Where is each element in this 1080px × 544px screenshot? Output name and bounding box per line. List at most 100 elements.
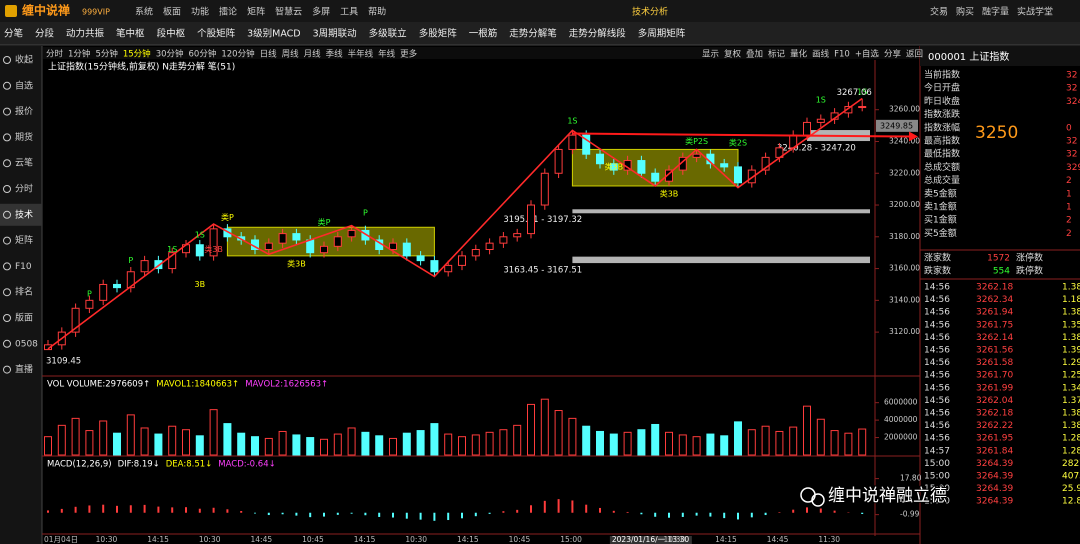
- stat-value: 1: [1066, 203, 1072, 213]
- volume-bar: [568, 417, 577, 456]
- period-tab[interactable]: 年线: [378, 49, 396, 60]
- tool-button[interactable]: 量化: [790, 49, 808, 60]
- tick-volume: 1.28: [1062, 446, 1080, 456]
- tick-time: 15:00: [924, 497, 950, 507]
- toolbar-button[interactable]: 笔中枢: [116, 28, 145, 40]
- period-tab[interactable]: 30分钟: [156, 49, 184, 60]
- period-tab[interactable]: 5分钟: [95, 49, 117, 60]
- x-label-highlight: [609, 536, 692, 544]
- toolbar-button[interactable]: 3级别MACD: [247, 28, 301, 40]
- period-tab[interactable]: 日线: [260, 49, 278, 60]
- candle-body: [444, 264, 453, 273]
- volume-bar: [458, 436, 466, 456]
- tool-button[interactable]: 分享: [884, 49, 902, 60]
- signal-label: 类3B: [660, 188, 679, 198]
- toolbar-button[interactable]: 分段: [35, 28, 55, 40]
- menu-item[interactable]: 实战学堂: [1017, 6, 1053, 18]
- toolbar-button[interactable]: 动力共振: [66, 28, 105, 40]
- toolbar-button[interactable]: 段中枢: [157, 28, 186, 40]
- toolbar-button[interactable]: 走势分解线段: [569, 28, 627, 40]
- stat-label: 卖5金额: [924, 187, 957, 199]
- target-annotation: 3250: [975, 123, 1018, 143]
- menu-item[interactable]: 融字量: [982, 6, 1009, 18]
- sidebar-item[interactable]: F10: [15, 262, 32, 272]
- x-tick-label: 01月04日: [44, 535, 78, 544]
- period-tab[interactable]: 半年线: [348, 49, 374, 60]
- period-tab[interactable]: 15分钟: [123, 49, 151, 60]
- tick-time: 14:56: [924, 320, 950, 330]
- menu-item[interactable]: 购买: [956, 6, 974, 18]
- signal-label: 1S: [816, 96, 826, 105]
- tool-button[interactable]: 返回: [906, 49, 923, 60]
- sidebar-item[interactable]: 自选: [15, 79, 33, 91]
- toolbar-button[interactable]: 多级联立: [369, 28, 407, 40]
- toolbar-button[interactable]: 一根筋: [469, 28, 498, 40]
- period-tab[interactable]: 120分钟: [221, 49, 254, 60]
- sidebar-item[interactable]: 期货: [15, 131, 33, 143]
- volume-bar: [540, 398, 549, 456]
- sidebar-item[interactable]: 直播: [15, 363, 33, 375]
- candle-body: [665, 169, 673, 182]
- sidebar-item[interactable]: 报价: [15, 105, 33, 117]
- sidebar-item[interactable]: 版面: [15, 312, 33, 324]
- tool-button[interactable]: 复权: [724, 49, 742, 60]
- menu-item[interactable]: 帮助: [368, 6, 386, 18]
- candle-body: [71, 307, 80, 333]
- arrow-head: [909, 131, 918, 142]
- menu-item[interactable]: 矩阵: [247, 6, 265, 18]
- tool-button[interactable]: 标记: [768, 49, 786, 60]
- sidebar-item[interactable]: 0508: [15, 339, 38, 349]
- x-tick-label: 14:15: [715, 535, 737, 544]
- tool-button[interactable]: +自选: [855, 49, 880, 60]
- tick-volume: 1.34: [1062, 383, 1080, 393]
- toolbar-button[interactable]: 分笔: [4, 28, 23, 40]
- signal-label: 3B: [195, 280, 206, 289]
- period-tab[interactable]: 1分钟: [68, 49, 90, 60]
- volume-bar: [651, 423, 660, 456]
- low-label: 3109.45: [46, 356, 81, 366]
- x-tick-label: 10:30: [96, 535, 118, 544]
- toolbar-button[interactable]: 多周期矩阵: [638, 28, 686, 40]
- menu-item[interactable]: 功能: [191, 6, 209, 18]
- tick-volume: 1.38: [1062, 308, 1080, 318]
- toolbar-button[interactable]: 走势分解笔: [509, 28, 557, 40]
- tool-button[interactable]: 叠加: [746, 49, 763, 60]
- period-tab[interactable]: 周线: [282, 49, 300, 60]
- sidebar-icon: [3, 210, 11, 219]
- sidebar-item[interactable]: 收起: [15, 54, 33, 66]
- menu-item[interactable]: 系统: [135, 6, 153, 18]
- period-tab[interactable]: 60分钟: [189, 49, 217, 60]
- toolbar-button[interactable]: 个股矩阵: [197, 28, 236, 40]
- toolbar-button[interactable]: 3周期联动: [313, 29, 357, 40]
- menu-item[interactable]: 交易: [930, 6, 948, 18]
- tick-price: 3262.18: [976, 283, 1013, 293]
- period-tab[interactable]: 分时: [46, 49, 64, 60]
- tool-button[interactable]: 画线: [812, 49, 830, 60]
- sidebar-item[interactable]: 技术: [15, 208, 33, 220]
- menu-item[interactable]: 多屏: [312, 6, 330, 18]
- menu-item[interactable]: 擂论: [219, 6, 237, 18]
- watermark: 缠中说禅融立德: [828, 486, 947, 506]
- breadth-label: 跌家数: [924, 265, 951, 277]
- level-label: 3240.28 - 3247.20: [777, 144, 856, 154]
- period-tab[interactable]: 月线: [304, 49, 322, 60]
- tool-button[interactable]: 显示: [702, 50, 719, 60]
- volume-bar: [195, 435, 204, 456]
- tick-price: 3261.99: [976, 383, 1013, 393]
- volume-bar: [747, 429, 756, 456]
- menu-item[interactable]: 智慧云: [275, 6, 302, 18]
- y-tick-label: 3200.00: [889, 200, 920, 209]
- sidebar-item[interactable]: 排名: [15, 286, 33, 298]
- sidebar-item[interactable]: 分时: [15, 183, 33, 195]
- toolbar-button[interactable]: 多股矩阵: [419, 28, 458, 40]
- sidebar-item[interactable]: 云笔: [15, 157, 33, 169]
- tool-button[interactable]: F10: [834, 50, 850, 60]
- menu-item[interactable]: 工具: [340, 7, 358, 18]
- menu-item[interactable]: 板面: [163, 6, 181, 18]
- sidebar-item[interactable]: 矩阵: [15, 234, 33, 246]
- period-tab[interactable]: 季线: [326, 49, 344, 60]
- period-tab[interactable]: 更多: [400, 49, 418, 60]
- x-tick-label: 15:00: [560, 535, 582, 544]
- tick-price: 3261.95: [976, 434, 1013, 444]
